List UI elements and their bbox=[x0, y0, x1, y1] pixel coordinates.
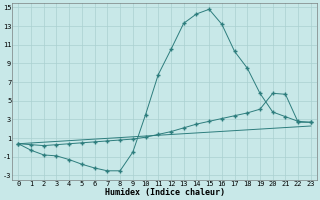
X-axis label: Humidex (Indice chaleur): Humidex (Indice chaleur) bbox=[105, 188, 225, 197]
